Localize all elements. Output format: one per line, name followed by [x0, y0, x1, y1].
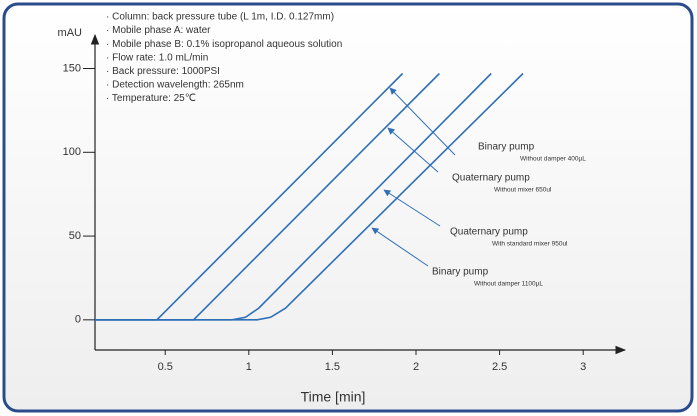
condition-note: · Back pressure: 1000PSI [106, 66, 220, 77]
x-tick-label: 0.5 [158, 361, 173, 373]
condition-note: · Temperature: 25℃ [106, 93, 196, 104]
x-tick-label: 1.5 [325, 361, 340, 373]
annotation-arrow [383, 189, 441, 227]
y-tick-label: 50 [69, 230, 81, 242]
y-axis-label: mAU [58, 27, 83, 39]
series-label: Quaternary pump [450, 227, 528, 238]
series-note: With standard mixer 950ul [492, 241, 568, 248]
x-tick-label: 3 [580, 361, 586, 373]
condition-note: · Mobile phase B: 0.1% isopropanol aqueo… [106, 39, 342, 50]
y-tick-label: 100 [63, 146, 81, 158]
series-label: Quaternary pump [452, 173, 530, 184]
annotation-arrow [389, 87, 456, 156]
condition-note: · Flow rate: 1.0 mL/min [106, 52, 208, 63]
series-note: Without damper 1100µL [474, 281, 543, 288]
x-tick-label: 1 [246, 361, 252, 373]
x-axis-label: Time [min] [301, 389, 366, 405]
condition-note: · Mobile phase A: water [106, 25, 211, 36]
y-tick-label: 150 [63, 62, 81, 74]
condition-note: · Column: back pressure tube (L 1m, I.D.… [106, 12, 334, 23]
series-line [95, 72, 524, 321]
condition-note: · Detection wavelength: 265nm [106, 80, 244, 91]
series-note: Without damper 400µL [520, 156, 586, 163]
annotation-arrow [387, 127, 439, 173]
annotation-arrow [371, 227, 429, 267]
series-label: Binary pump [478, 142, 535, 153]
x-tick-label: 2 [413, 361, 419, 373]
y-tick-label: 0 [75, 314, 81, 326]
series-label: Binary pump [432, 267, 489, 278]
series-note: Without mixer 650ul [494, 187, 552, 194]
x-tick-label: 2.5 [492, 361, 507, 373]
